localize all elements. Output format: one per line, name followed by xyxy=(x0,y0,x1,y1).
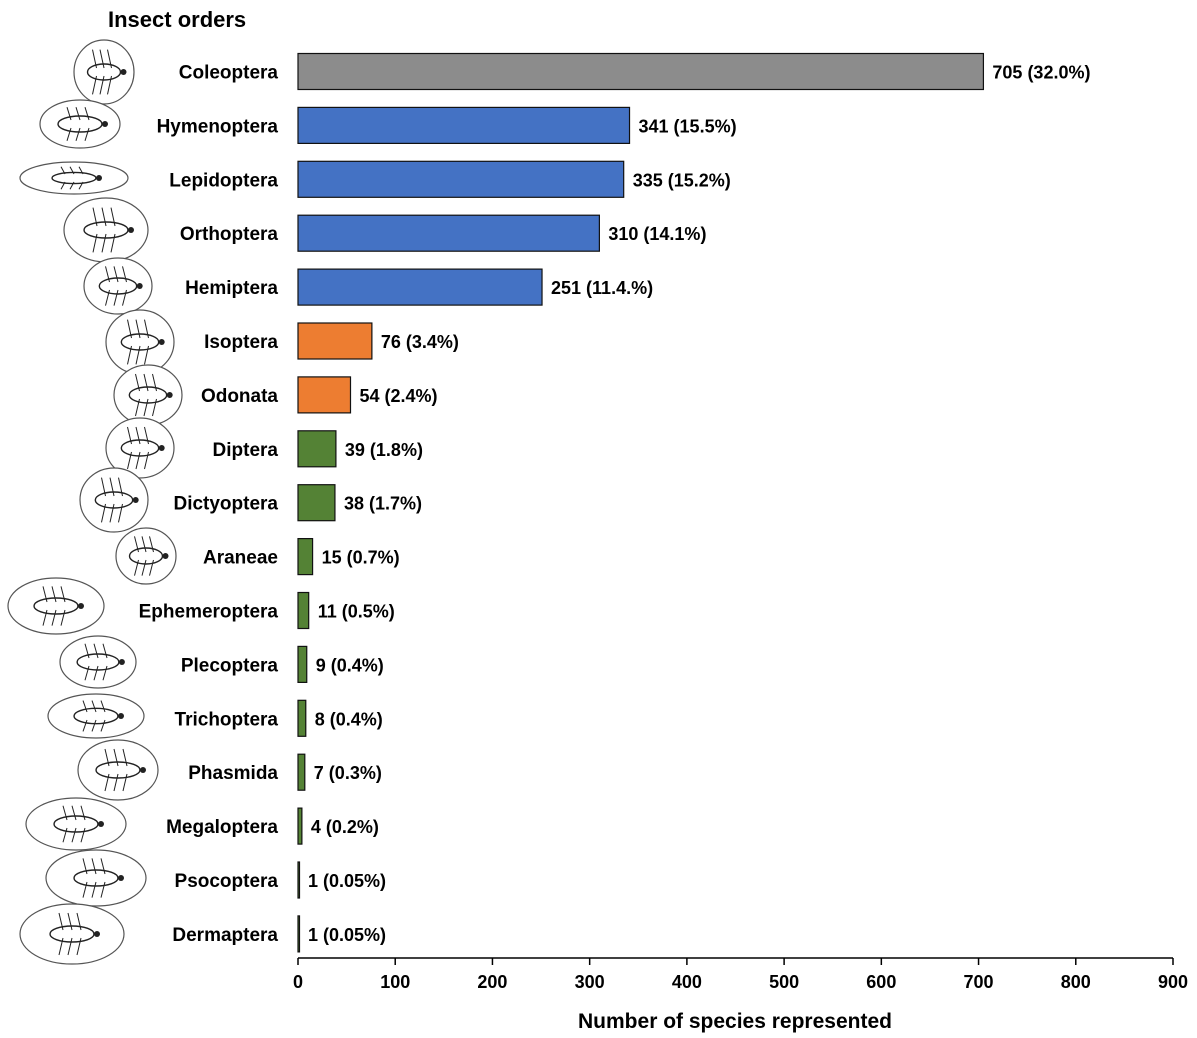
category-label-odonata: Odonata xyxy=(201,386,278,407)
bar-phasmida xyxy=(297,753,306,791)
cockroach-icon xyxy=(79,467,149,533)
data-label-lepidoptera: 335 (15.2%) xyxy=(633,170,731,190)
data-label-araneae: 15 (0.7%) xyxy=(322,548,400,568)
bar-odonata xyxy=(297,376,352,414)
category-label-megaloptera: Megaloptera xyxy=(166,817,278,838)
category-label-dermaptera: Dermaptera xyxy=(172,925,278,946)
data-label-coleoptera: 705 (32.0%) xyxy=(992,63,1090,83)
caterpillar-icon xyxy=(19,161,129,195)
x-tick-label: 200 xyxy=(477,972,507,992)
x-tick-label: 900 xyxy=(1158,972,1188,992)
grasshopper-icon xyxy=(63,197,149,263)
data-label-ephemeroptera: 11 (0.5%) xyxy=(318,602,395,622)
bar-dermaptera xyxy=(297,915,301,953)
data-label-phasmida: 7 (0.3%) xyxy=(314,763,382,783)
chart-title: Insect orders xyxy=(108,7,246,32)
data-label-orthoptera: 310 (14.1%) xyxy=(608,224,706,244)
category-label-dictyoptera: Dictyoptera xyxy=(173,494,278,515)
category-label-lepidoptera: Lepidoptera xyxy=(169,170,278,191)
x-tick-label: 500 xyxy=(769,972,799,992)
stonefly-icon xyxy=(59,635,137,689)
x-tick-label: 600 xyxy=(866,972,896,992)
dobsonfly-larva-icon xyxy=(25,797,127,851)
bar-megaloptera xyxy=(297,807,303,845)
category-label-plecoptera: Plecoptera xyxy=(181,655,279,676)
termite-icon xyxy=(105,309,175,375)
bar-hymenoptera xyxy=(297,106,631,145)
caddisfly-icon xyxy=(47,693,145,739)
bar-trichoptera xyxy=(297,699,307,737)
earwig-icon xyxy=(19,903,125,965)
spider-icon xyxy=(115,527,177,585)
x-tick-label: 400 xyxy=(672,972,702,992)
booklouse-icon xyxy=(45,849,147,907)
bar-dictyoptera xyxy=(297,484,336,522)
fly-icon xyxy=(105,417,175,479)
data-labels: 705 (32.0%) 341 (15.5%) 335 (15.2%) 310 (14… xyxy=(308,63,1091,945)
bar-ephemeroptera xyxy=(297,591,310,630)
bar-orthoptera xyxy=(297,214,600,252)
bar-isoptera xyxy=(297,322,373,360)
x-tick-label: 700 xyxy=(964,972,994,992)
category-label-trichoptera: Trichoptera xyxy=(175,709,279,730)
category-label-isoptera: Isoptera xyxy=(204,332,278,353)
category-label-araneae: Araneae xyxy=(203,548,278,569)
bar-plecoptera xyxy=(297,645,308,684)
bar-diptera xyxy=(297,430,337,468)
bar-coleoptera xyxy=(297,52,985,91)
x-tick-label: 100 xyxy=(380,972,410,992)
insect-icons xyxy=(7,39,183,965)
data-label-trichoptera: 8 (0.4%) xyxy=(315,709,383,729)
category-labels: Coleoptera Hymenoptera Lepidoptera Orthopte… xyxy=(139,63,279,946)
data-label-psocoptera: 1 (0.05%) xyxy=(308,871,386,891)
category-label-hemiptera: Hemiptera xyxy=(185,278,278,299)
category-label-hymenoptera: Hymenoptera xyxy=(157,116,279,137)
data-label-hemiptera: 251 (11.4.%) xyxy=(551,278,653,298)
x-axis: 0 100 200 300 400 500 600 700 800 900 xyxy=(293,957,1188,992)
bar-lepidoptera xyxy=(297,160,625,198)
x-tick-label: 800 xyxy=(1061,972,1091,992)
beetle-icon xyxy=(73,39,135,105)
data-label-diptera: 39 (1.8%) xyxy=(345,440,423,460)
category-label-coleoptera: Coleoptera xyxy=(179,63,279,84)
data-label-dictyoptera: 38 (1.7%) xyxy=(344,494,422,514)
bar-araneae xyxy=(297,537,314,576)
x-tick-label: 300 xyxy=(575,972,605,992)
category-label-ephemeroptera: Ephemeroptera xyxy=(139,602,279,623)
stick-insect-icon xyxy=(77,739,159,801)
bee-icon xyxy=(39,99,121,149)
data-label-dermaptera: 1 (0.05%) xyxy=(308,925,386,945)
data-label-odonata: 54 (2.4%) xyxy=(360,386,438,406)
category-label-psocoptera: Psocoptera xyxy=(175,871,279,892)
shield-bug-icon xyxy=(83,257,153,315)
category-label-diptera: Diptera xyxy=(213,440,279,461)
category-label-phasmida: Phasmida xyxy=(188,763,278,784)
category-label-orthoptera: Orthoptera xyxy=(180,224,279,245)
bar-hemiptera xyxy=(297,268,543,306)
mayfly-icon xyxy=(7,577,105,635)
bars xyxy=(297,52,985,953)
data-label-megaloptera: 4 (0.2%) xyxy=(311,817,379,837)
data-label-hymenoptera: 341 (15.5%) xyxy=(639,116,737,136)
data-label-plecoptera: 9 (0.4%) xyxy=(316,655,384,675)
x-axis-title: Number of species represented xyxy=(578,1010,892,1033)
x-tick-label: 0 xyxy=(293,972,303,992)
dragonfly-icon xyxy=(113,364,183,426)
data-label-isoptera: 76 (3.4%) xyxy=(381,332,459,352)
bar-psocoptera xyxy=(297,861,301,899)
